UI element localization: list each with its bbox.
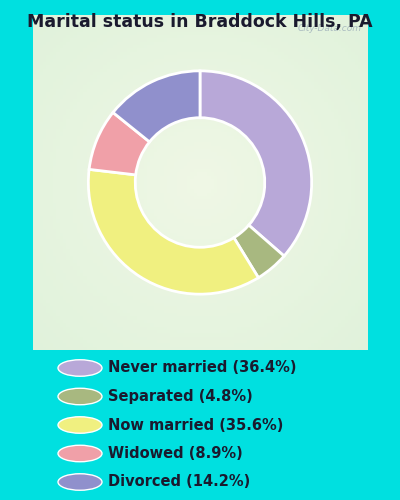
Wedge shape <box>88 170 258 294</box>
Circle shape <box>58 417 102 433</box>
Text: Divorced (14.2%): Divorced (14.2%) <box>108 474 250 490</box>
Wedge shape <box>113 71 200 142</box>
Wedge shape <box>200 71 312 256</box>
Text: Separated (4.8%): Separated (4.8%) <box>108 389 253 404</box>
Circle shape <box>58 474 102 490</box>
Text: Never married (36.4%): Never married (36.4%) <box>108 360 296 376</box>
Circle shape <box>58 360 102 376</box>
Text: Marital status in Braddock Hills, PA: Marital status in Braddock Hills, PA <box>27 12 373 30</box>
Wedge shape <box>89 112 150 175</box>
Text: Widowed (8.9%): Widowed (8.9%) <box>108 446 243 461</box>
Circle shape <box>58 446 102 462</box>
Text: Now married (35.6%): Now married (35.6%) <box>108 418 283 432</box>
Text: City-Data.com: City-Data.com <box>298 24 362 33</box>
Circle shape <box>58 388 102 405</box>
Wedge shape <box>234 225 284 278</box>
